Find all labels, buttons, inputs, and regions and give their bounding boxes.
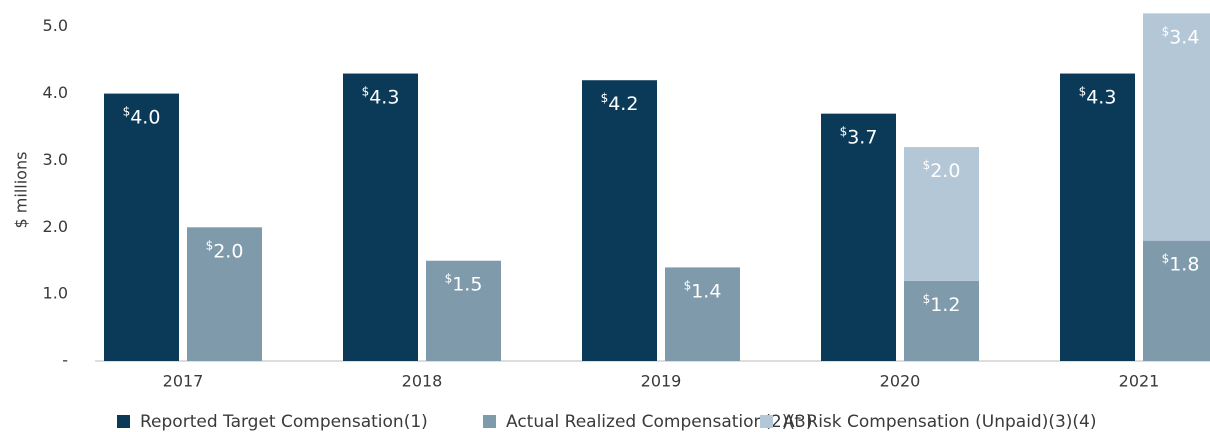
y-axis-label: $ millions (12, 152, 31, 229)
y-tick-label: 5.0 (43, 16, 68, 35)
value-label: $3.7 (840, 124, 878, 148)
bar (1060, 73, 1135, 361)
y-tick-label: 1.0 (43, 284, 68, 303)
legend-label: At Risk Compensation (Unpaid)(3)(4) (783, 412, 1097, 432)
value-label: $4.2 (601, 91, 639, 115)
legend-swatch (760, 415, 773, 428)
bar (104, 93, 179, 361)
x-tick-label: 2017 (163, 372, 204, 391)
bar (665, 267, 740, 361)
x-tick-label: 2019 (641, 372, 682, 391)
y-tick-label: 3.0 (43, 150, 68, 169)
value-label: $4.3 (1079, 84, 1117, 108)
value-label: $2.0 (923, 158, 961, 182)
value-label: $3.4 (1162, 24, 1200, 48)
y-tick-label: 4.0 (43, 83, 68, 102)
value-label: $1.4 (684, 278, 722, 302)
legend-swatch (483, 415, 496, 428)
legend-swatch (117, 415, 130, 428)
y-tick-label: - (62, 351, 68, 370)
value-label: $2.0 (206, 238, 244, 262)
value-label: $1.8 (1162, 251, 1200, 275)
bar (426, 260, 501, 361)
y-tick-label: 2.0 (43, 217, 68, 236)
bar (904, 147, 979, 281)
value-label: $4.0 (123, 104, 161, 128)
value-label: $4.3 (362, 84, 400, 108)
bar (187, 227, 262, 361)
bar (582, 80, 657, 361)
x-tick-label: 2021 (1119, 372, 1160, 391)
bar (904, 280, 979, 361)
x-tick-label: 2020 (880, 372, 921, 391)
bar (1143, 240, 1210, 361)
bar (821, 113, 896, 361)
x-tick-label: 2018 (402, 372, 443, 391)
legend-label: Actual Realized Compensation(2)(3) (506, 412, 812, 432)
bar (343, 73, 418, 361)
legend-label: Reported Target Compensation(1) (140, 412, 428, 432)
value-label: $1.2 (923, 291, 961, 315)
bar (1143, 13, 1210, 241)
value-label: $1.5 (445, 271, 483, 295)
